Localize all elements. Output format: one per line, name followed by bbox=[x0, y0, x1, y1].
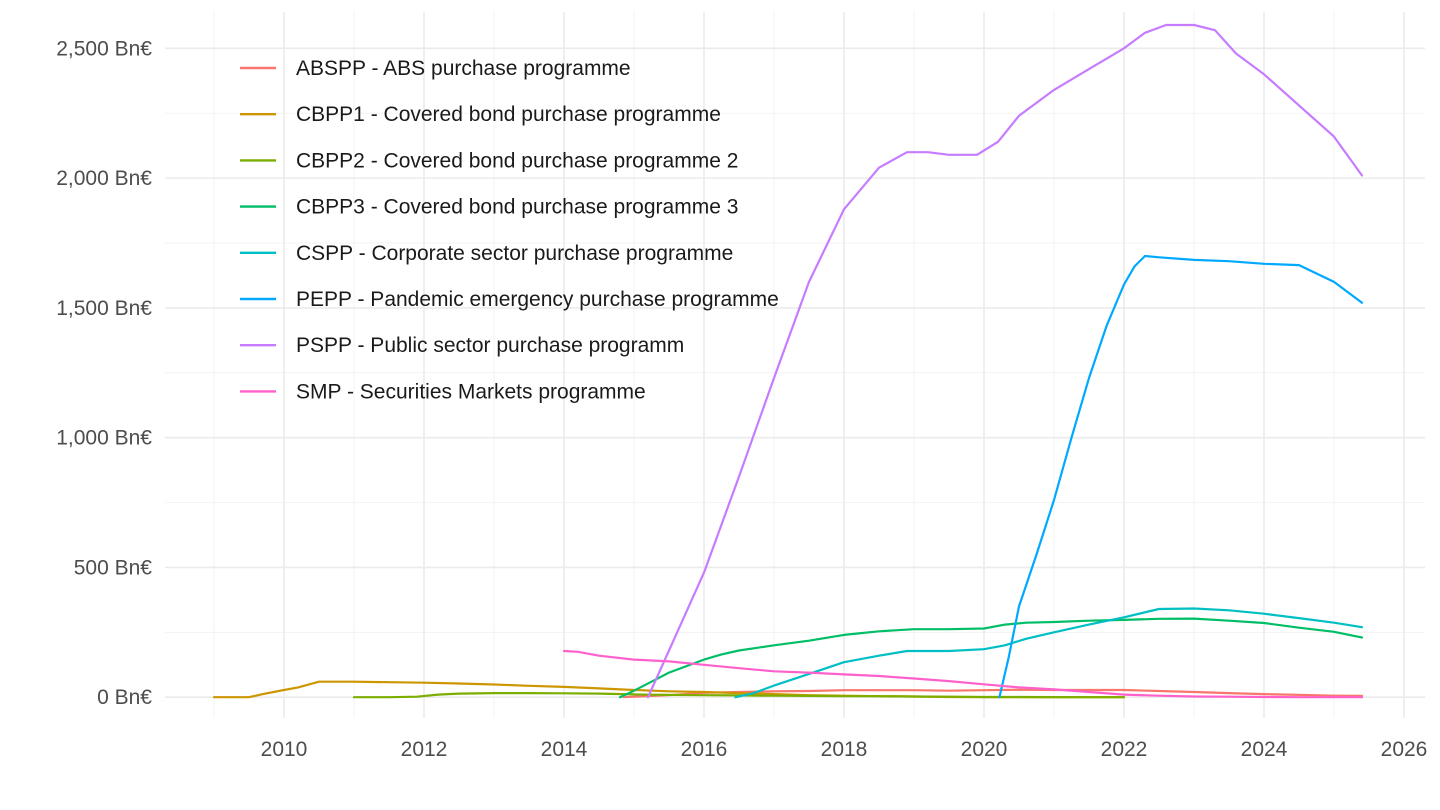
x-tick-label: 2014 bbox=[541, 738, 588, 761]
series-line bbox=[998, 254, 1364, 699]
legend-label: PSPP - Public sector purchase programm bbox=[296, 334, 684, 357]
legend-label: CBPP2 - Covered bond purchase programme … bbox=[296, 149, 738, 172]
y-tick-label: 1,000 Bn€ bbox=[56, 427, 152, 450]
legend-label: SMP - Securities Markets programme bbox=[296, 380, 646, 403]
y-tick-label: 1,500 Bn€ bbox=[56, 297, 152, 320]
y-axis: 0 Bn€ 500 Bn€ 1,000 Bn€ 1,500 Bn€ 2,000 Bn€ 2… bbox=[56, 37, 152, 709]
legend-label: CBPP1 - Covered bond purchase programme bbox=[296, 103, 721, 126]
minor-gridlines bbox=[165, 12, 1425, 718]
x-tick-label: 2022 bbox=[1101, 738, 1148, 761]
x-tick-label: 2018 bbox=[821, 738, 868, 761]
y-tick-label: 0 Bn€ bbox=[97, 686, 152, 709]
legend-label: PEPP - Pandemic emergency purchase progr… bbox=[296, 288, 779, 311]
series-line bbox=[646, 23, 1364, 699]
y-tick-label: 500 Bn€ bbox=[74, 556, 153, 579]
x-tick-label: 2016 bbox=[681, 738, 728, 761]
y-tick-label: 2,000 Bn€ bbox=[56, 167, 152, 190]
series-lines bbox=[212, 23, 1364, 699]
legend-label: ABSPP - ABS purchase programme bbox=[296, 57, 631, 80]
x-tick-label: 2026 bbox=[1381, 738, 1428, 761]
x-tick-label: 2012 bbox=[401, 738, 448, 761]
x-tick-label: 2020 bbox=[961, 738, 1008, 761]
series-line bbox=[734, 607, 1364, 699]
legend: ABSPP - ABS purchase programme CBPP1 - Co… bbox=[240, 57, 779, 403]
legend-label: CBPP3 - Covered bond purchase programme … bbox=[296, 196, 738, 219]
series-line bbox=[352, 692, 1126, 699]
y-tick-label: 2,500 Bn€ bbox=[56, 37, 152, 60]
legend-label: CSPP - Corporate sector purchase program… bbox=[296, 242, 733, 265]
series-line bbox=[562, 649, 1364, 699]
x-tick-label: 2024 bbox=[1241, 738, 1288, 761]
x-axis: 2010 2012 2014 2016 2018 2020 2022 2024 2026 bbox=[261, 738, 1428, 761]
x-tick-label: 2010 bbox=[261, 738, 308, 761]
